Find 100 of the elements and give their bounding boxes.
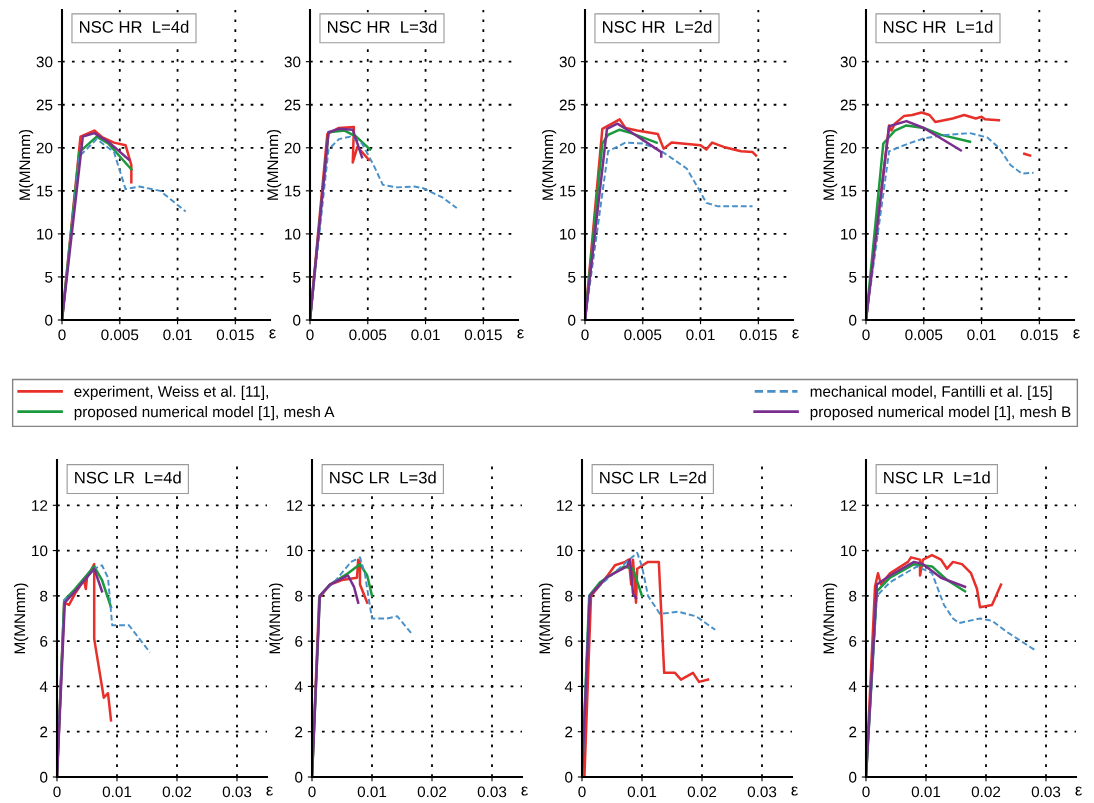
y-tick-label: 10 xyxy=(37,228,53,240)
y-tick-label: 12 xyxy=(557,500,573,511)
x-axis-title: ε xyxy=(1073,329,1080,339)
x-tick-label: 0 xyxy=(306,329,314,341)
y-tick-label: 30 xyxy=(559,56,576,68)
y-tick-label: 20 xyxy=(559,142,576,154)
x-tick-label: 0 xyxy=(578,786,586,798)
y-tick-label: 0 xyxy=(849,771,857,783)
y-tick-label: 0 xyxy=(40,771,48,783)
x-tick-label: 0.03 xyxy=(222,786,252,798)
y-tick-label: 5 xyxy=(568,271,576,283)
x-tick-label: 0 xyxy=(53,786,61,798)
x-tick-label: 0 xyxy=(862,786,870,798)
legend-label: proposed numerical model [1], mesh B xyxy=(810,406,1071,421)
x-axis-title: ε xyxy=(266,786,273,796)
y-axis-title: M(MNmm) xyxy=(538,583,554,654)
x-tick-label: 0 xyxy=(58,329,66,341)
y-tick-label: 4 xyxy=(294,681,303,692)
x-tick-label: 0.005 xyxy=(349,329,387,341)
x-tick-label: 0.01 xyxy=(411,329,440,341)
y-tick-label: 10 xyxy=(32,545,48,557)
y-tick-label: 15 xyxy=(37,185,53,197)
y-tick-label: 6 xyxy=(40,636,48,647)
y-tick-label: 5 xyxy=(849,271,857,283)
legend-label: experiment, Weiss et al. [11], xyxy=(74,385,268,400)
x-tick-label: 0.02 xyxy=(971,786,1001,798)
x-tick-label: 0.01 xyxy=(357,786,387,798)
x-tick-label: 0.01 xyxy=(102,786,132,798)
y-tick-label: 4 xyxy=(848,681,857,692)
x-axis-title: ε xyxy=(521,786,528,796)
x-tick-label: 0.005 xyxy=(101,329,139,341)
y-axis-title: M(MNmm) xyxy=(18,129,34,200)
y-tick-label: 25 xyxy=(36,99,53,111)
y-tick-label: 20 xyxy=(840,142,857,154)
y-tick-label: 10 xyxy=(841,545,857,557)
y-tick-label: 30 xyxy=(284,56,301,68)
y-tick-label: 6 xyxy=(849,636,857,647)
y-tick-label: 30 xyxy=(36,56,53,68)
y-tick-label: 25 xyxy=(840,99,857,111)
text: NSC LR L=4d xyxy=(75,471,181,484)
x-tick-label: 0.015 xyxy=(464,329,502,341)
y-tick-label: 5 xyxy=(293,271,301,283)
text: NSC LR L=3d xyxy=(330,471,436,484)
x-tick-label: 0.01 xyxy=(627,786,657,798)
text: NSC HR L=2d xyxy=(603,20,712,33)
y-tick-label: 4 xyxy=(564,681,573,692)
y-tick-label: 0 xyxy=(849,314,857,326)
y-tick-label: 5 xyxy=(45,271,53,283)
y-tick-label: 12 xyxy=(287,500,303,511)
x-tick-label: 0 xyxy=(308,786,316,798)
legend-label: mechanical model, Fantilli et al. [15] xyxy=(810,385,1052,400)
y-tick-label: 10 xyxy=(841,228,857,240)
x-tick-label: 0.015 xyxy=(1020,329,1058,341)
x-tick-label: 0.005 xyxy=(905,329,943,341)
y-tick-label: 25 xyxy=(559,99,576,111)
y-tick-label: 10 xyxy=(285,228,301,240)
y-tick-label: 8 xyxy=(849,590,857,602)
y-tick-label: 0 xyxy=(565,771,573,783)
y-tick-label: 8 xyxy=(40,590,48,602)
y-tick-label: 15 xyxy=(285,185,301,197)
x-tick-label: 0 xyxy=(862,329,870,341)
y-tick-label: 2 xyxy=(565,726,573,738)
y-tick-label: 0 xyxy=(568,314,576,326)
x-tick-label: 0.03 xyxy=(1031,786,1061,798)
x-tick-label: 0.015 xyxy=(216,329,254,341)
y-axis-title: M(MNmm) xyxy=(266,129,282,200)
x-tick-label: 0 xyxy=(581,329,589,341)
x-tick-label: 0.02 xyxy=(162,786,192,798)
x-axis-title: ε xyxy=(269,329,276,339)
x-axis-title: ε xyxy=(792,329,799,339)
y-tick-label: 6 xyxy=(295,636,303,647)
y-tick-label: 0 xyxy=(295,771,303,783)
text: NSC LR L=1d xyxy=(884,471,990,484)
x-axis-title: ε xyxy=(517,329,524,339)
y-tick-label: 10 xyxy=(557,545,573,557)
y-tick-label: 30 xyxy=(840,56,857,68)
y-tick-label: 12 xyxy=(32,500,48,511)
y-tick-label: 15 xyxy=(560,185,576,197)
x-tick-label: 0.01 xyxy=(967,329,996,341)
y-tick-label: 20 xyxy=(284,142,301,154)
y-tick-label: 2 xyxy=(40,726,48,738)
y-tick-label: 20 xyxy=(36,142,53,154)
x-tick-label: 0.02 xyxy=(417,786,447,798)
y-tick-label: 8 xyxy=(565,590,573,602)
legend-label: proposed numerical model [1], mesh A xyxy=(74,406,335,421)
text: NSC LR L=2d xyxy=(600,471,706,484)
y-axis-title: M(MNmm) xyxy=(822,129,838,200)
y-tick-label: 15 xyxy=(841,185,857,197)
y-tick-label: 0 xyxy=(45,314,53,326)
y-tick-label: 10 xyxy=(287,545,303,557)
y-tick-label: 2 xyxy=(849,726,857,738)
x-tick-label: 0.03 xyxy=(477,786,507,798)
y-axis-title: M(MNmm) xyxy=(13,583,29,654)
x-tick-label: 0.01 xyxy=(911,786,941,798)
y-axis-title: M(MNmm) xyxy=(541,129,557,200)
x-tick-label: 0.01 xyxy=(163,329,192,341)
y-tick-label: 10 xyxy=(560,228,576,240)
text: NSC HR L=1d xyxy=(884,20,993,33)
x-tick-label: 0.005 xyxy=(624,329,662,341)
y-tick-label: 25 xyxy=(284,99,301,111)
